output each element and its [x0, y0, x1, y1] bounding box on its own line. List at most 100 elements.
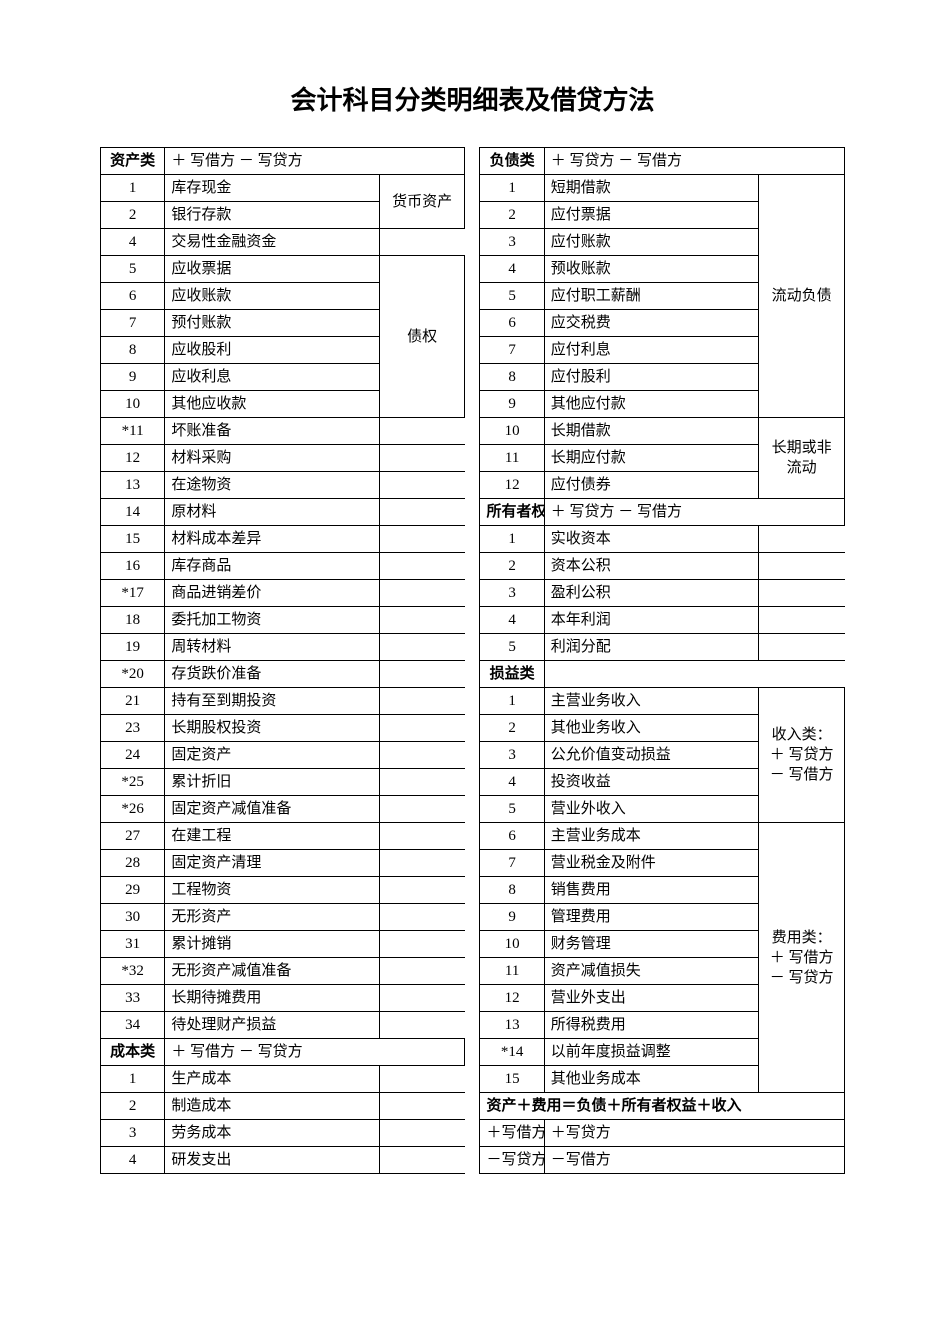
item-number: 16 — [101, 553, 165, 580]
item-number: 13 — [480, 1012, 544, 1039]
table-row: 21持有至到期投资1主营业务收入收入类：＋ 写贷方 － 写借方 — [101, 688, 845, 715]
item-name: 应收账款 — [165, 283, 379, 310]
table-row: 2制造成本资产＋费用＝负债＋所有者权益＋收入 — [101, 1093, 845, 1120]
table-row: 24固定资产3公允价值变动损益 — [101, 742, 845, 769]
item-name: 固定资产清理 — [165, 850, 379, 877]
item-name: 应交税费 — [544, 310, 758, 337]
category-empty — [379, 1120, 465, 1147]
item-number: 34 — [101, 1012, 165, 1039]
category-empty — [379, 958, 465, 985]
section-header-rule — [544, 661, 844, 688]
table-row: 33长期待摊费用12营业外支出 — [101, 985, 845, 1012]
table-row: 4研发支出－写贷方－写借方 — [101, 1147, 845, 1174]
table-row: *25累计折旧4投资收益 — [101, 769, 845, 796]
category-empty — [379, 580, 465, 607]
item-name: 生产成本 — [165, 1066, 379, 1093]
summary-right: ＋写贷方 — [544, 1120, 844, 1147]
item-name: 在建工程 — [165, 823, 379, 850]
category-empty — [379, 904, 465, 931]
item-number: *20 — [101, 661, 165, 688]
item-name: 长期待摊费用 — [165, 985, 379, 1012]
table-row: 6应收账款5应付职工薪酬 — [101, 283, 845, 310]
item-number: 15 — [480, 1066, 544, 1093]
column-gap — [465, 742, 480, 769]
item-name: 应收股利 — [165, 337, 379, 364]
category-empty — [379, 1066, 465, 1093]
table-row: 10其他应收款9其他应付款 — [101, 391, 845, 418]
column-gap — [465, 148, 480, 175]
column-gap — [465, 283, 480, 310]
section-header-rule: ＋ 写贷方 － 写借方 — [544, 499, 844, 526]
item-number: 3 — [480, 229, 544, 256]
item-number: 23 — [101, 715, 165, 742]
item-number: 10 — [480, 418, 544, 445]
category-empty — [759, 580, 845, 607]
column-gap — [465, 337, 480, 364]
item-number: 8 — [480, 877, 544, 904]
item-name: 所得税费用 — [544, 1012, 758, 1039]
column-gap — [465, 418, 480, 445]
table-row: *20存货跌价准备损益类 — [101, 661, 845, 688]
category-label: 费用类：＋ 写借方 － 写贷方 — [759, 823, 845, 1093]
category-empty — [759, 634, 845, 661]
section-header-rule: ＋ 写贷方 － 写借方 — [544, 148, 844, 175]
column-gap — [465, 769, 480, 796]
item-number: 5 — [480, 283, 544, 310]
item-name: 库存现金 — [165, 175, 379, 202]
category-label: 收入类：＋ 写贷方 － 写借方 — [759, 688, 845, 823]
section-header-label: 损益类 — [480, 661, 544, 688]
item-number: 31 — [101, 931, 165, 958]
table-row: 31累计摊销10财务管理 — [101, 931, 845, 958]
section-header-rule: ＋ 写借方 － 写贷方 — [165, 148, 465, 175]
item-name: 应收票据 — [165, 256, 379, 283]
column-gap — [465, 445, 480, 472]
table-row: 34待处理财产损益 13所得税费用 — [101, 1012, 845, 1039]
item-name: 无形资产 — [165, 904, 379, 931]
column-gap — [465, 202, 480, 229]
item-name: 应付债券 — [544, 472, 758, 499]
item-name: 实收资本 — [544, 526, 758, 553]
item-name: 累计摊销 — [165, 931, 379, 958]
page: 会计科目分类明细表及借贷方法 资产类＋ 写借方 － 写贷方负债类＋ 写贷方 － … — [0, 0, 945, 1337]
table-row: 28固定资产清理7营业税金及附件 — [101, 850, 845, 877]
item-number: 10 — [101, 391, 165, 418]
item-name: 固定资产 — [165, 742, 379, 769]
item-number: 5 — [480, 796, 544, 823]
table-row: 30无形资产9管理费用 — [101, 904, 845, 931]
table-row: 9应收利息8应付股利 — [101, 364, 845, 391]
item-name: 其他应收款 — [165, 391, 379, 418]
section-header-label: 成本类 — [101, 1039, 165, 1066]
table-row: 成本类＋ 写借方 － 写贷方*14以前年度损益调整 — [101, 1039, 845, 1066]
item-number: 1 — [480, 526, 544, 553]
table-row: 29工程物资8销售费用 — [101, 877, 845, 904]
item-number: *26 — [101, 796, 165, 823]
table-row: 27在建工程6主营业务成本费用类：＋ 写借方 － 写贷方 — [101, 823, 845, 850]
page-title: 会计科目分类明细表及借贷方法 — [100, 80, 845, 117]
equation: 资产＋费用＝负债＋所有者权益＋收入 — [480, 1093, 845, 1120]
table-row: 15材料成本差异1实收资本 — [101, 526, 845, 553]
table-row: 1库存现金货币资产1短期借款流动负债 — [101, 175, 845, 202]
column-gap — [465, 985, 480, 1012]
item-number: 9 — [480, 904, 544, 931]
table-row: 8应收股利7应付利息 — [101, 337, 845, 364]
item-name: 销售费用 — [544, 877, 758, 904]
item-number: 3 — [480, 580, 544, 607]
item-number: 1 — [480, 688, 544, 715]
item-number: 14 — [101, 499, 165, 526]
item-name: 待处理财产损益 — [165, 1012, 379, 1039]
item-number: 2 — [101, 202, 165, 229]
summary-left: －写贷方 — [480, 1147, 544, 1174]
item-name: 长期股权投资 — [165, 715, 379, 742]
category-empty — [379, 742, 465, 769]
item-name: 无形资产减值准备 — [165, 958, 379, 985]
item-name: 累计折旧 — [165, 769, 379, 796]
item-number: 1 — [480, 175, 544, 202]
column-gap — [465, 580, 480, 607]
column-gap — [465, 877, 480, 904]
item-number: 27 — [101, 823, 165, 850]
item-name: 劳务成本 — [165, 1120, 379, 1147]
item-number: 11 — [480, 958, 544, 985]
item-number: 6 — [101, 283, 165, 310]
item-number: 5 — [480, 634, 544, 661]
item-number: 9 — [101, 364, 165, 391]
